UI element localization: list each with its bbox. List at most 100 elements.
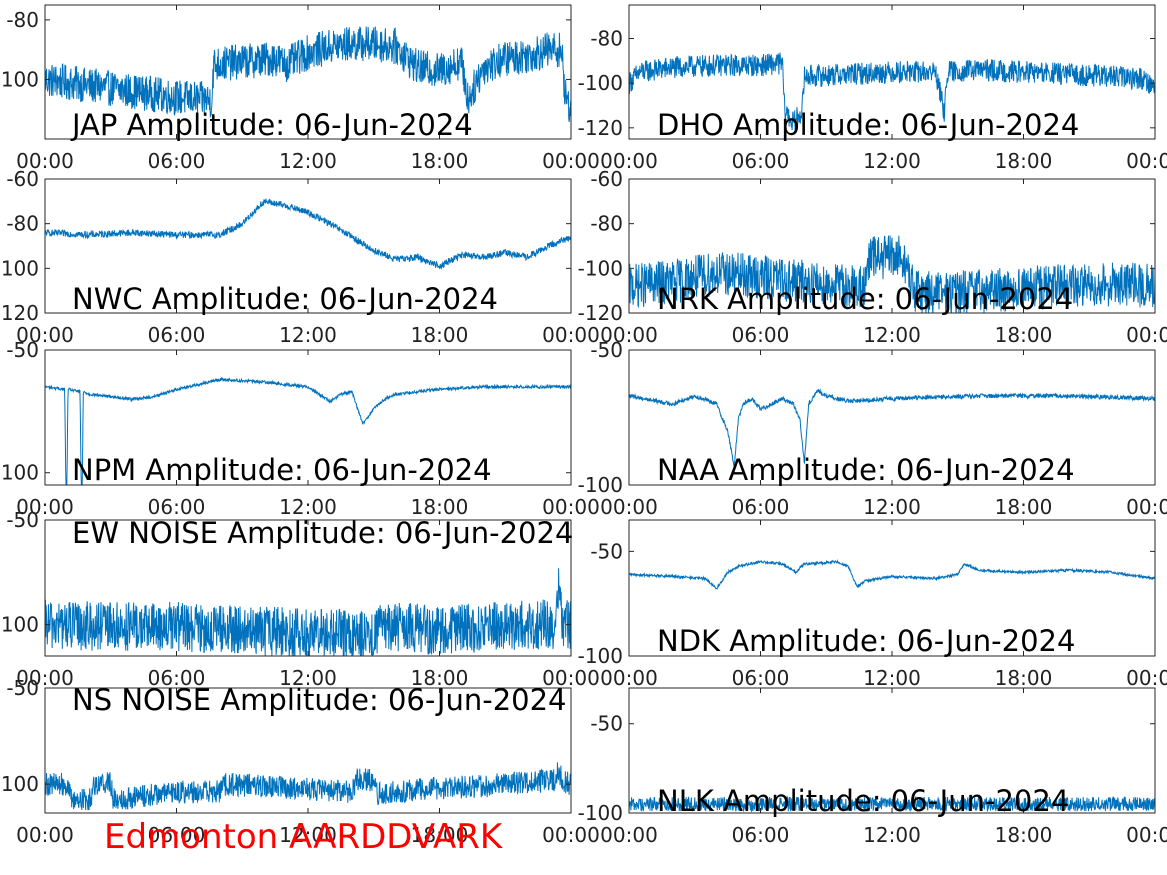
y-tick-label-6-0: 100 (1, 613, 39, 637)
panel-6: 00:00 06:00 12:00 18:00 00:00 100 -50 EW NOISE … (1, 508, 600, 690)
x-tick-label-7-4: 00:00 (1126, 666, 1167, 690)
panel-title-1: DHO Amplitude: 06-Jun-2024 (657, 108, 1079, 142)
y-tick-label-7-0: -100 (578, 644, 623, 668)
x-tick-label-8-1: 06:00 (148, 823, 206, 847)
series-line-1-0 (629, 52, 1155, 132)
x-tick-label-1-4: 00:00 (1126, 149, 1167, 173)
x-tick-label-1-0: 00:00 (600, 149, 658, 173)
x-tick-label-6-1: 06:00 (148, 666, 206, 690)
panel-title-4: NPM Amplitude: 06-Jun-2024 (72, 453, 492, 487)
panel-title-5: NAA Amplitude: 06-Jun-2024 (657, 453, 1075, 487)
series-line-5-0 (629, 388, 1155, 467)
series-line-2-0 (45, 198, 571, 270)
y-tick-label-4-1: -50 (6, 338, 39, 362)
panel-title-0: JAP Amplitude: 06-Jun-2024 (70, 108, 473, 142)
panel-3: 00:0006:0012:0018:0000:00-120-100-80-60N… (578, 167, 1167, 347)
series-line-4-0 (45, 376, 571, 485)
x-tick-label-0-2: 12:00 (279, 149, 337, 173)
y-tick-label-1-0: -120 (578, 116, 623, 140)
y-tick-label-2-0: 120 (1, 301, 39, 325)
y-tick-label-3-2: -80 (590, 212, 623, 236)
y-tick-label-2-3: -60 (6, 167, 39, 191)
y-tick-label-1-1: -100 (578, 71, 623, 95)
x-tick-label-5-4: 00:00 (1126, 495, 1167, 519)
x-tick-label-0-0: 00:00 (16, 149, 74, 173)
x-tick-label-6-3: 18:00 (411, 666, 469, 690)
panel-2: 00:00 06:00 12:00 18:00 00:00120100-80-60NWC… (1, 167, 600, 347)
x-tick-label-9-3: 18:00 (995, 823, 1053, 847)
y-tick-label-1-2: -80 (590, 27, 623, 51)
x-tick-label-5-2: 12:00 (863, 495, 921, 519)
y-tick-label-6-1: -50 (6, 508, 39, 532)
x-tick-label-2-1: 06:00 (148, 323, 206, 347)
series-line-3-0 (629, 235, 1155, 313)
x-tick-label-4-3: 18:00 (411, 495, 469, 519)
panel-title-6: EW NOISE Amplitude: 06-Jun-2024 (72, 516, 573, 550)
x-tick-label-2-0: 00:00 (16, 323, 74, 347)
y-tick-label-2-2: -80 (6, 212, 39, 236)
x-tick-label-6-2: 12:00 (279, 666, 337, 690)
x-tick-label-9-4: 00:00 (1126, 823, 1167, 847)
x-tick-label-3-3: 18:00 (995, 323, 1053, 347)
y-tick-label-5-0: -100 (578, 473, 623, 497)
x-tick-label-0-3: 18:00 (411, 149, 469, 173)
x-tick-label-2-4: 00:00 (542, 323, 600, 347)
x-tick-label-3-2: 12:00 (863, 323, 921, 347)
x-tick-label-7-2: 12:00 (863, 666, 921, 690)
panel-4: 00:00 06:00 12:00 18:00 00:00 100 -50 NPM Ampli… (1, 338, 600, 519)
series-line-7-0 (629, 558, 1155, 590)
x-tick-label-8-0: 00:00 (16, 823, 74, 847)
panel-0: 00:00 06:00 12:00 18:00 00:00 100 -80 JAP Ampli… (1, 4, 600, 173)
series-line-6-0 (45, 568, 571, 656)
x-tick-label-7-3: 18:00 (995, 666, 1053, 690)
x-tick-label-7-0: 00:00 (600, 666, 658, 690)
y-tick-label-0-1: -80 (6, 8, 39, 32)
x-tick-label-9-1: 06:00 (732, 823, 790, 847)
y-tick-label-8-1: -50 (6, 676, 39, 700)
series-line-0-0 (45, 26, 571, 122)
x-tick-label-5-0: 00:00 (600, 495, 658, 519)
x-tick-label-3-1: 06:00 (732, 323, 790, 347)
panel-1: 00:00 06:00 12:00 18:00 00:00 -120 -100 -80 DHO … (578, 4, 1167, 173)
x-tick-label-2-3: 18:00 (411, 323, 469, 347)
x-tick-label-0-4: 00:00 (542, 149, 600, 173)
x-tick-label-9-0: 00:00 (600, 823, 658, 847)
panel-title-8: NS NOISE Amplitude: 06-Jun-2024 (72, 683, 567, 717)
y-tick-label-3-1: -100 (578, 256, 623, 280)
x-tick-label-4-2: 12:00 (279, 495, 337, 519)
footer-label: Edmonton AARDDVARK (104, 817, 503, 857)
x-tick-label-1-1: 06:00 (732, 149, 790, 173)
y-tick-label-3-3: -60 (590, 167, 623, 191)
y-tick-label-2-1: 100 (1, 256, 39, 280)
series-line-8-0 (45, 762, 571, 811)
x-tick-label-4-1: 06:00 (148, 495, 206, 519)
panel-title-7: NDK Amplitude: 06-Jun-2024 (657, 624, 1075, 658)
y-tick-label-7-1: -50 (590, 539, 623, 563)
x-tick-label-8-2: 12:00 (279, 823, 337, 847)
x-tick-label-5-3: 18:00 (995, 495, 1053, 519)
panel-8: 00:00 06:00 12:00 18:00 00:00 100 -50 NS NOISE … (1, 676, 600, 847)
y-tick-label-8-0: 100 (1, 772, 39, 796)
y-tick-label-5-1: -50 (590, 338, 623, 362)
x-tick-label-6-4: 00:00 (542, 666, 600, 690)
x-tick-label-9-2: 12:00 (863, 823, 921, 847)
x-tick-label-5-1: 06:00 (732, 495, 790, 519)
x-tick-label-6-0: 00:00 (16, 666, 74, 690)
x-tick-label-8-3: 18:00 (411, 823, 469, 847)
x-tick-label-3-0: 00:00 (600, 323, 658, 347)
x-tick-label-4-4: 00:00 (542, 495, 600, 519)
x-tick-label-4-0: 00:00 (16, 495, 74, 519)
x-tick-label-7-1: 06:00 (732, 666, 790, 690)
x-tick-label-1-2: 12:00 (863, 149, 921, 173)
series-line-9-0 (629, 795, 1155, 813)
x-tick-label-1-3: 18:00 (995, 149, 1053, 173)
panel-title-3: NRK Amplitude: 06-Jun-2024 (657, 282, 1073, 316)
x-tick-label-3-4: 00:00 (1126, 323, 1167, 347)
y-tick-label-3-0: -120 (578, 301, 623, 325)
x-tick-label-8-4: 00:00 (542, 823, 600, 847)
y-tick-label-9-0: -100 (578, 801, 623, 825)
